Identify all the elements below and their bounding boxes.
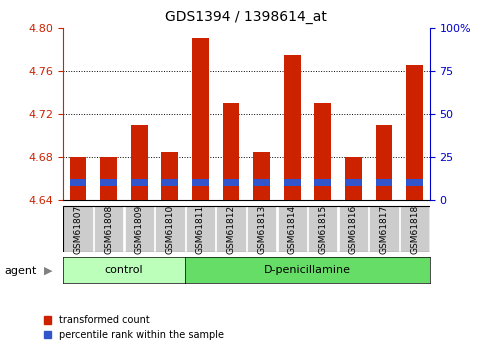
- Text: GSM61817: GSM61817: [380, 205, 388, 254]
- Text: ▶: ▶: [44, 266, 53, 276]
- Bar: [284, 179, 300, 186]
- FancyBboxPatch shape: [94, 206, 123, 252]
- FancyBboxPatch shape: [155, 206, 185, 252]
- Title: GDS1394 / 1398614_at: GDS1394 / 1398614_at: [165, 10, 327, 24]
- Bar: [253, 151, 270, 200]
- FancyBboxPatch shape: [186, 206, 215, 252]
- FancyBboxPatch shape: [339, 206, 368, 252]
- Bar: [223, 103, 240, 200]
- Text: agent: agent: [5, 266, 37, 276]
- Bar: [192, 38, 209, 200]
- Bar: [100, 157, 117, 200]
- FancyBboxPatch shape: [308, 206, 338, 252]
- Bar: [345, 179, 362, 186]
- Bar: [161, 179, 178, 186]
- Text: GSM61807: GSM61807: [73, 205, 83, 254]
- Bar: [253, 179, 270, 186]
- Text: GSM61815: GSM61815: [318, 205, 327, 254]
- Text: GSM61813: GSM61813: [257, 205, 266, 254]
- FancyBboxPatch shape: [369, 206, 398, 252]
- Bar: [314, 103, 331, 200]
- Bar: [161, 151, 178, 200]
- Bar: [63, 206, 430, 252]
- Text: GSM61808: GSM61808: [104, 205, 113, 254]
- Text: GSM61810: GSM61810: [165, 205, 174, 254]
- Text: GSM61809: GSM61809: [135, 205, 144, 254]
- FancyBboxPatch shape: [400, 206, 429, 252]
- Bar: [70, 157, 86, 200]
- Bar: [314, 179, 331, 186]
- Text: GSM61816: GSM61816: [349, 205, 358, 254]
- FancyBboxPatch shape: [125, 206, 154, 252]
- Text: GSM61811: GSM61811: [196, 205, 205, 254]
- Bar: [192, 179, 209, 186]
- Bar: [131, 125, 148, 200]
- Bar: [376, 179, 392, 186]
- Bar: [100, 179, 117, 186]
- Text: D-penicillamine: D-penicillamine: [264, 265, 351, 275]
- Text: control: control: [105, 265, 143, 275]
- FancyBboxPatch shape: [216, 206, 246, 252]
- Text: GSM61814: GSM61814: [288, 205, 297, 254]
- Bar: [131, 179, 148, 186]
- Bar: [223, 179, 240, 186]
- Bar: [70, 179, 86, 186]
- Bar: [284, 55, 300, 200]
- Bar: [345, 157, 362, 200]
- FancyBboxPatch shape: [63, 206, 93, 252]
- Legend: transformed count, percentile rank within the sample: transformed count, percentile rank withi…: [43, 315, 224, 340]
- Text: GSM61812: GSM61812: [227, 205, 236, 254]
- Text: GSM61818: GSM61818: [410, 205, 419, 254]
- Bar: [406, 65, 423, 200]
- FancyBboxPatch shape: [247, 206, 276, 252]
- Bar: [406, 179, 423, 186]
- FancyBboxPatch shape: [278, 206, 307, 252]
- Bar: [376, 125, 392, 200]
